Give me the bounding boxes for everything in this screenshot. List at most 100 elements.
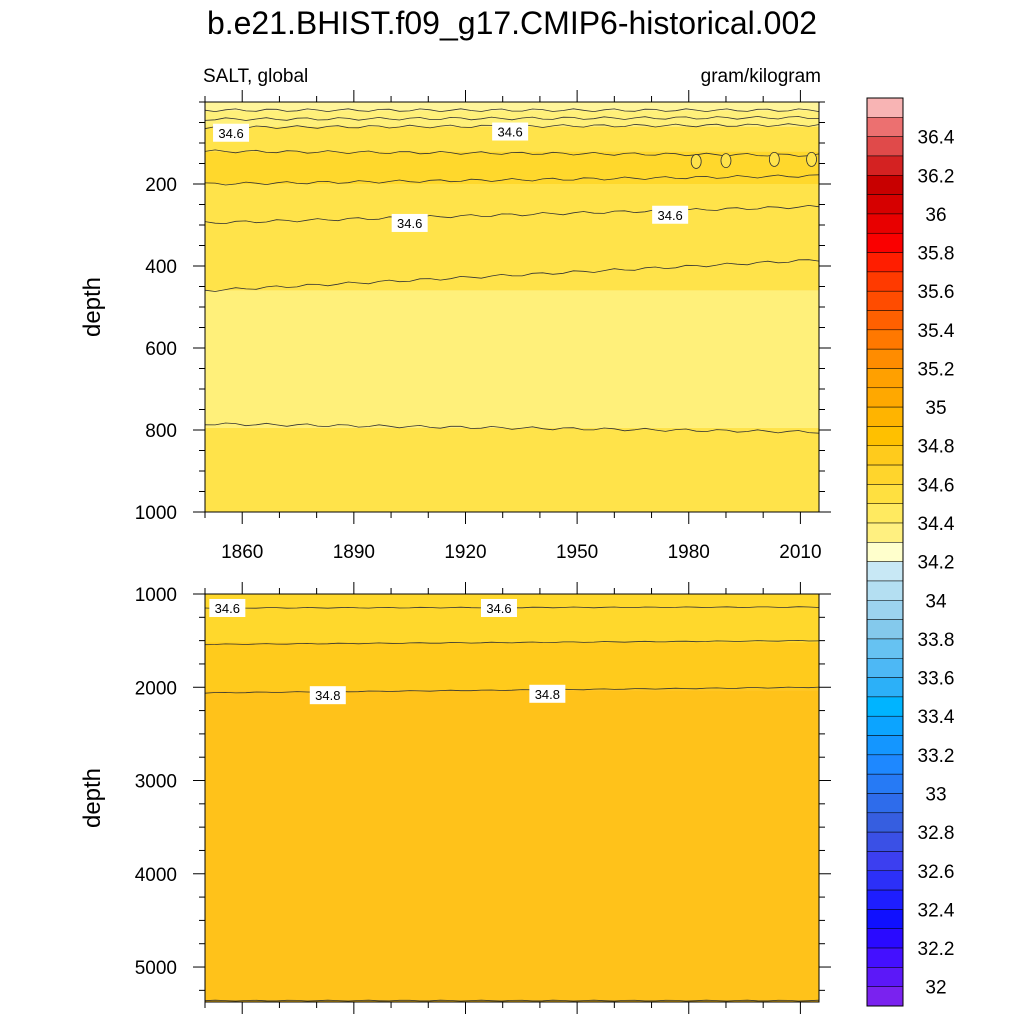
colorbar-swatch	[866, 696, 904, 717]
upper-panel: 34.6 34.6 34.6 34.6 1860 1890 1920 1950 1980 2010…	[79, 90, 831, 563]
contour-label: 34.6	[486, 601, 511, 616]
y-tick-label: 1000	[135, 585, 177, 606]
colorbar-swatch	[866, 619, 904, 640]
colorbar-swatch	[866, 117, 904, 137]
colorbar-tick-label: 36.4	[918, 128, 955, 149]
contour-line	[204, 108, 820, 113]
colorbar-swatch	[866, 387, 904, 408]
colorbar-swatch	[866, 715, 904, 736]
colorbar-swatch	[866, 889, 904, 910]
plot-frame	[204, 593, 820, 1003]
y-tick-label: 600	[145, 339, 177, 360]
contour-line	[204, 174, 820, 186]
y-tick-label: 4000	[135, 865, 177, 886]
contour-line	[204, 204, 820, 225]
contour-fill-band	[205, 184, 819, 291]
colorbar-swatch	[866, 851, 904, 872]
colorbar-swatch	[866, 329, 904, 350]
colorbar-tick-label: 34.6	[918, 475, 955, 496]
contour-loop	[806, 151, 817, 167]
colorbar-swatch	[866, 194, 904, 215]
colorbar-swatch	[866, 484, 904, 504]
colorbar-tick-label: 32.2	[918, 939, 955, 960]
colorbar-swatch	[866, 600, 904, 620]
colorbar-swatch	[866, 155, 904, 176]
x-tick-label: 1980	[668, 542, 710, 563]
colorbar-swatch	[866, 638, 904, 659]
colorbar-tick-label: 33.6	[918, 669, 955, 690]
x-tick-label: 2010	[779, 542, 821, 563]
contour-line	[204, 999, 820, 1002]
colorbar-swatch	[866, 503, 904, 524]
colorbar-swatch	[866, 947, 904, 968]
colorbar-tick-label: 35	[925, 398, 946, 419]
colorbar: 36.4 36.2 36 35.8 35.6 35.4 35.2 35 34.8 34.6 34.4…	[866, 97, 955, 1007]
contour-label-box	[213, 123, 250, 142]
colorbar-tick-label: 33	[925, 784, 946, 805]
contour-label: 34.6	[497, 125, 522, 140]
colorbar-swatch	[866, 658, 904, 678]
contour-fill-band	[205, 102, 819, 111]
contour-label-box	[309, 686, 346, 705]
contour-line	[204, 686, 820, 694]
colorbar-swatch	[866, 754, 904, 775]
colorbar-swatch	[866, 793, 904, 814]
contour-line	[204, 149, 820, 157]
colorbar-tick-label: 32.6	[918, 862, 955, 883]
colorbar-swatch	[866, 870, 904, 891]
colorbar-tick-label: 34	[925, 591, 947, 612]
y-tick-label: 2000	[135, 678, 177, 699]
colorbar-swatch	[866, 97, 904, 118]
contour-line	[204, 422, 820, 434]
colorbar-swatch	[866, 967, 904, 987]
contour-label: 34.6	[215, 601, 240, 616]
contour-label: 34.6	[397, 216, 422, 231]
colorbar-frame	[866, 97, 904, 1007]
colorbar-tick-label: 33.4	[918, 707, 955, 728]
contour-fill-band	[205, 427, 819, 512]
colorbar-swatch	[866, 522, 904, 543]
colorbar-swatch	[866, 812, 904, 833]
y-axis-label: depth	[79, 277, 106, 337]
contour-fill-band	[205, 290, 819, 428]
y-axis-label: depth	[79, 768, 106, 828]
colorbar-swatch	[866, 175, 904, 195]
x-tick-label: 1920	[444, 542, 486, 563]
lower-panel: 34.6 34.6 34.8 34.8 1000 2000 3000 4000 5000 dept…	[79, 582, 831, 1014]
colorbar-swatch	[866, 232, 904, 253]
colorbar-swatch	[866, 406, 904, 427]
contour-label-box	[480, 598, 517, 617]
contour-label: 34.8	[535, 687, 560, 702]
contour-fill-band	[205, 690, 819, 1002]
contour-label: 34.6	[218, 126, 243, 141]
contour-label-box	[391, 213, 428, 232]
colorbar-swatch	[866, 445, 904, 466]
colorbar-swatch	[866, 735, 904, 756]
colorbar-swatch	[866, 561, 904, 582]
colorbar-swatch	[866, 426, 904, 446]
right-subtitle: gram/kilogram	[701, 66, 821, 87]
contour-label: 34.6	[657, 208, 682, 223]
contour-fill-band	[205, 642, 819, 691]
colorbar-swatch	[866, 831, 904, 852]
y-tick-label: 800	[145, 421, 177, 442]
colorbar-swatch	[866, 542, 904, 562]
colorbar-swatch	[866, 271, 904, 292]
colorbar-tick-label: 34.2	[918, 553, 955, 574]
colorbar-swatch	[866, 348, 904, 369]
figure-title: b.e21.BHIST.f09_g17.CMIP6-historical.002	[207, 5, 817, 41]
colorbar-swatch	[866, 368, 904, 389]
y-tick-label: 400	[145, 257, 177, 278]
contour-fill-band	[205, 110, 819, 127]
y-tick-label: 3000	[135, 772, 177, 793]
x-tick-label: 1950	[556, 542, 598, 563]
colorbar-swatch	[866, 986, 904, 1007]
colorbar-swatch	[866, 464, 904, 485]
colorbar-tick-label: 35.2	[918, 359, 955, 380]
colorbar-swatch	[866, 909, 904, 929]
colorbar-swatch	[866, 213, 904, 234]
contour-line	[204, 639, 820, 646]
colorbar-tick-label: 35.8	[918, 244, 955, 265]
colorbar-tick-label: 32.8	[918, 823, 955, 844]
